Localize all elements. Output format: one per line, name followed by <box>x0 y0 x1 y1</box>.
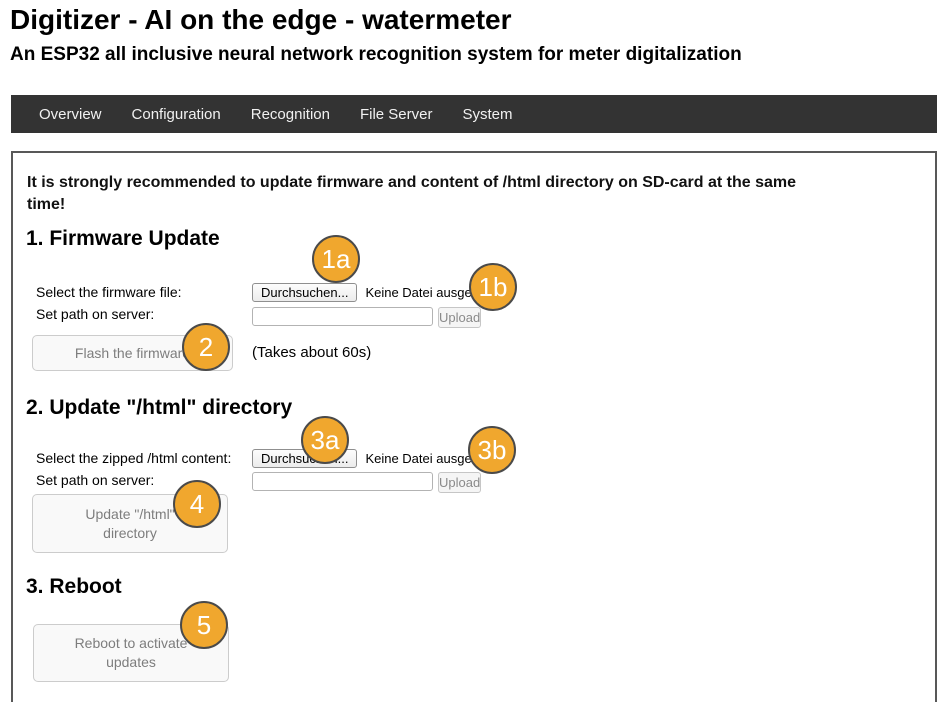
html-upload-button[interactable]: Upload <box>438 472 481 493</box>
reboot-button[interactable]: Reboot to activate updates <box>33 624 229 682</box>
firmware-upload-button[interactable]: Upload <box>438 307 481 328</box>
nav-item-overview[interactable]: Overview <box>39 105 102 123</box>
warning-text: It is strongly recommended to update fir… <box>27 172 796 216</box>
update-html-label-line2: directory <box>103 524 157 541</box>
html-file-label: Select the zipped /html content: <box>36 450 232 466</box>
update-html-label-line1: Update "/html" <box>85 505 175 522</box>
annotation-badge-5: 5 <box>180 601 228 649</box>
firmware-file-label: Select the firmware file: <box>36 284 182 300</box>
annotation-badge-2: 2 <box>182 323 230 371</box>
firmware-browse-button[interactable]: Durchsuchen... <box>252 283 358 302</box>
nav-item-recognition[interactable]: Recognition <box>250 105 330 123</box>
firmware-section-heading: 1. Firmware Update <box>26 227 220 250</box>
annotation-badge-3b: 3b <box>468 426 516 474</box>
reboot-label-line2: updates <box>106 654 156 670</box>
annotation-badge-1b: 1b <box>469 263 517 311</box>
flash-firmware-label: Flash the firmware <box>74 344 191 361</box>
annotation-badge-1a: 1a <box>312 235 360 283</box>
firmware-file-input: Durchsuchen... Keine Datei ausgewählt. <box>252 283 506 302</box>
main-nav: Overview Configuration Recognition File … <box>11 95 937 133</box>
nav-item-file-server[interactable]: File Server <box>359 105 433 123</box>
nav-item-system[interactable]: System <box>462 105 513 123</box>
reboot-section-heading: 3. Reboot <box>26 575 122 598</box>
page-subtitle: An ESP32 all inclusive neural network re… <box>10 44 742 65</box>
content-panel <box>11 151 937 702</box>
reboot-label-line1: Reboot to activate <box>74 635 188 651</box>
nav-item-configuration[interactable]: Configuration <box>131 105 221 123</box>
warning-line-2: time! <box>27 196 66 213</box>
firmware-path-label: Set path on server: <box>36 306 155 322</box>
annotation-badge-4: 4 <box>173 480 221 528</box>
firmware-path-input[interactable] <box>252 307 433 326</box>
page-title: Digitizer - AI on the edge - watermeter <box>10 4 512 35</box>
flash-duration-note: (Takes about 60s) <box>252 344 372 361</box>
warning-line-1: It is strongly recommended to update fir… <box>27 174 797 191</box>
html-section-heading: 2. Update "/html" directory <box>26 396 293 419</box>
annotation-badge-3a: 3a <box>301 416 349 464</box>
html-path-label: Set path on server: <box>36 472 155 488</box>
html-path-input[interactable] <box>252 472 433 491</box>
